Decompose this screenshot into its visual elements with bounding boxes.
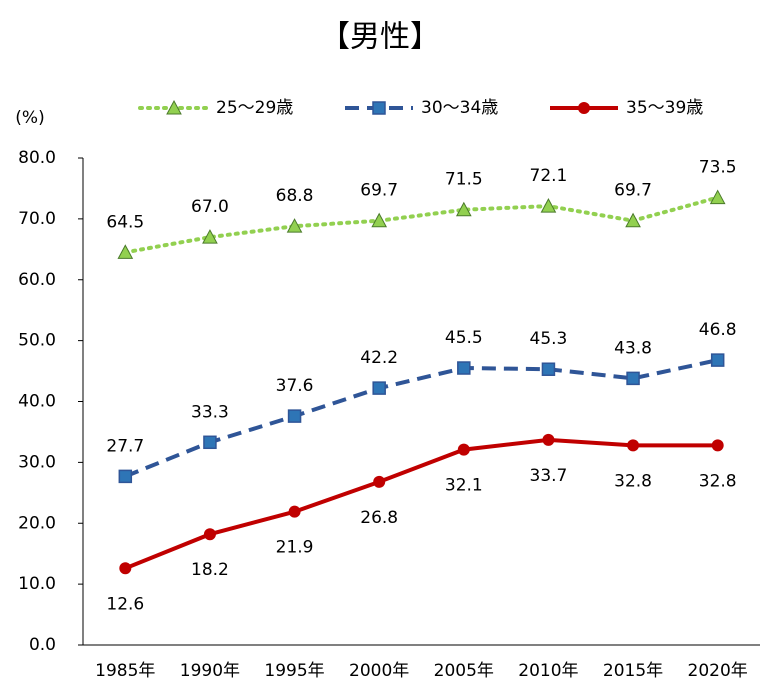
data-label: 69.7 — [360, 181, 398, 201]
marker — [371, 212, 388, 228]
marker — [203, 528, 216, 541]
marker — [372, 381, 386, 395]
x-tick-label: 1985年 — [95, 661, 155, 681]
data-label: 26.8 — [360, 508, 398, 528]
x-tick-label: 2015年 — [603, 661, 663, 681]
marker — [709, 189, 726, 205]
marker — [627, 439, 640, 452]
marker — [457, 443, 470, 456]
data-label: 18.2 — [191, 560, 229, 580]
x-tick-label: 2020年 — [688, 661, 748, 681]
x-tick-label: 2000年 — [349, 661, 409, 681]
legend-label: 35～39歳 — [626, 98, 703, 118]
y-tick-label: 40.0 — [18, 392, 56, 412]
y-unit-label: (%) — [15, 108, 44, 128]
marker — [542, 433, 555, 446]
data-label: 72.1 — [530, 166, 568, 186]
data-label: 21.9 — [276, 538, 314, 558]
legend-marker — [578, 102, 590, 114]
marker — [626, 371, 640, 386]
data-label: 37.6 — [276, 376, 314, 396]
data-label: 64.5 — [106, 212, 144, 232]
data-label: 42.2 — [360, 348, 398, 368]
marker — [711, 439, 724, 452]
marker — [287, 409, 302, 423]
series-line — [124, 358, 719, 479]
marker — [625, 212, 641, 228]
data-label: 12.6 — [106, 594, 144, 614]
x-tick-label: 1995年 — [264, 661, 324, 681]
marker — [541, 362, 556, 376]
y-tick-label: 50.0 — [18, 331, 56, 351]
marker — [288, 505, 301, 518]
y-tick-label: 20.0 — [18, 513, 56, 533]
marker — [118, 469, 133, 484]
marker — [710, 353, 725, 367]
marker — [286, 218, 303, 233]
marker — [203, 435, 217, 450]
data-label: 33.3 — [191, 402, 229, 422]
y-tick-label: 60.0 — [18, 270, 56, 290]
marker — [202, 229, 218, 244]
marker — [117, 244, 134, 259]
marker — [457, 361, 471, 375]
data-label: 33.7 — [530, 466, 568, 486]
data-label: 32.8 — [614, 471, 652, 491]
y-tick-label: 30.0 — [18, 452, 56, 472]
x-tick-label: 2005年 — [434, 661, 494, 681]
y-tick-label: 10.0 — [18, 574, 56, 594]
y-tick-label: 0.0 — [29, 635, 56, 655]
series-line — [123, 195, 720, 255]
x-tick-label: 1990年 — [180, 661, 240, 681]
legend-marker — [372, 101, 386, 115]
data-label: 45.5 — [445, 328, 483, 348]
data-label: 43.8 — [614, 338, 652, 358]
legend-label: 30～34歳 — [421, 98, 498, 118]
y-tick-label: 80.0 — [18, 148, 56, 168]
data-label: 27.7 — [106, 436, 144, 456]
series-line — [124, 437, 718, 571]
marker — [119, 562, 132, 575]
data-label: 68.8 — [276, 186, 314, 206]
data-label: 69.7 — [614, 181, 652, 201]
data-label: 46.8 — [699, 320, 737, 340]
chart-title: 【男性】 — [320, 20, 440, 55]
data-label: 67.0 — [191, 197, 229, 217]
data-label: 45.3 — [530, 329, 568, 349]
data-label: 32.1 — [445, 476, 483, 496]
data-label: 32.8 — [699, 471, 737, 491]
data-label: 71.5 — [445, 170, 483, 190]
marker — [373, 475, 386, 488]
x-tick-label: 2010年 — [518, 661, 578, 681]
marker — [455, 201, 472, 217]
legend-label: 25～29歳 — [216, 98, 293, 118]
legend-marker — [166, 99, 182, 115]
marker — [540, 198, 557, 213]
data-label: 73.5 — [699, 158, 737, 178]
y-tick-label: 70.0 — [18, 209, 56, 229]
